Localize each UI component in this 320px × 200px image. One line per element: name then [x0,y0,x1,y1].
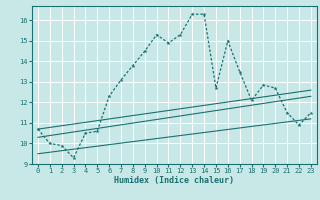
X-axis label: Humidex (Indice chaleur): Humidex (Indice chaleur) [115,176,234,185]
